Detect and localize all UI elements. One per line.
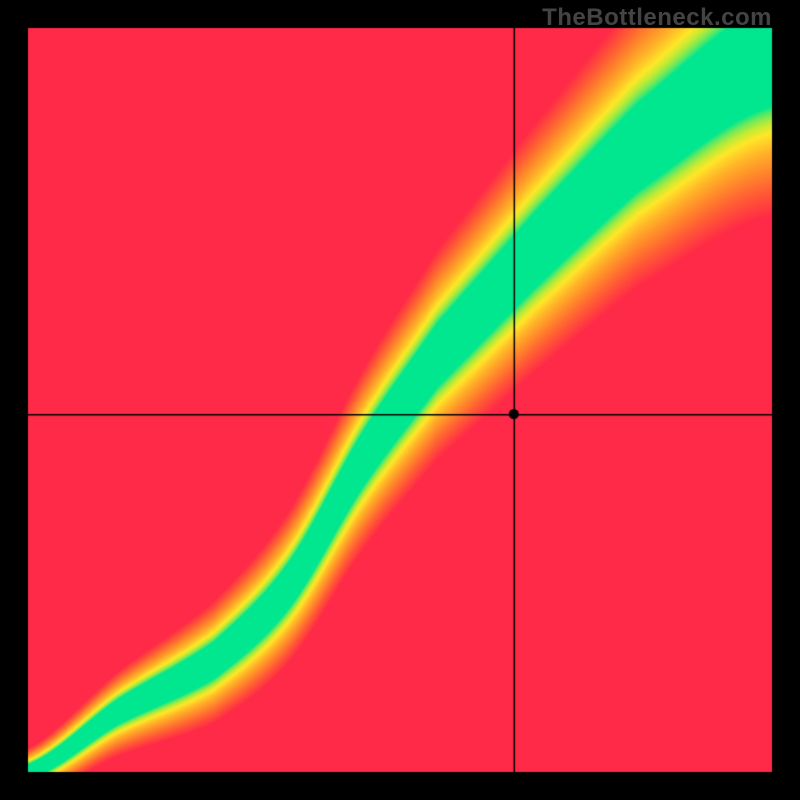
watermark-text: TheBottleneck.com bbox=[542, 4, 772, 32]
chart-container: TheBottleneck.com bbox=[0, 0, 800, 800]
heatmap-canvas bbox=[0, 0, 800, 800]
